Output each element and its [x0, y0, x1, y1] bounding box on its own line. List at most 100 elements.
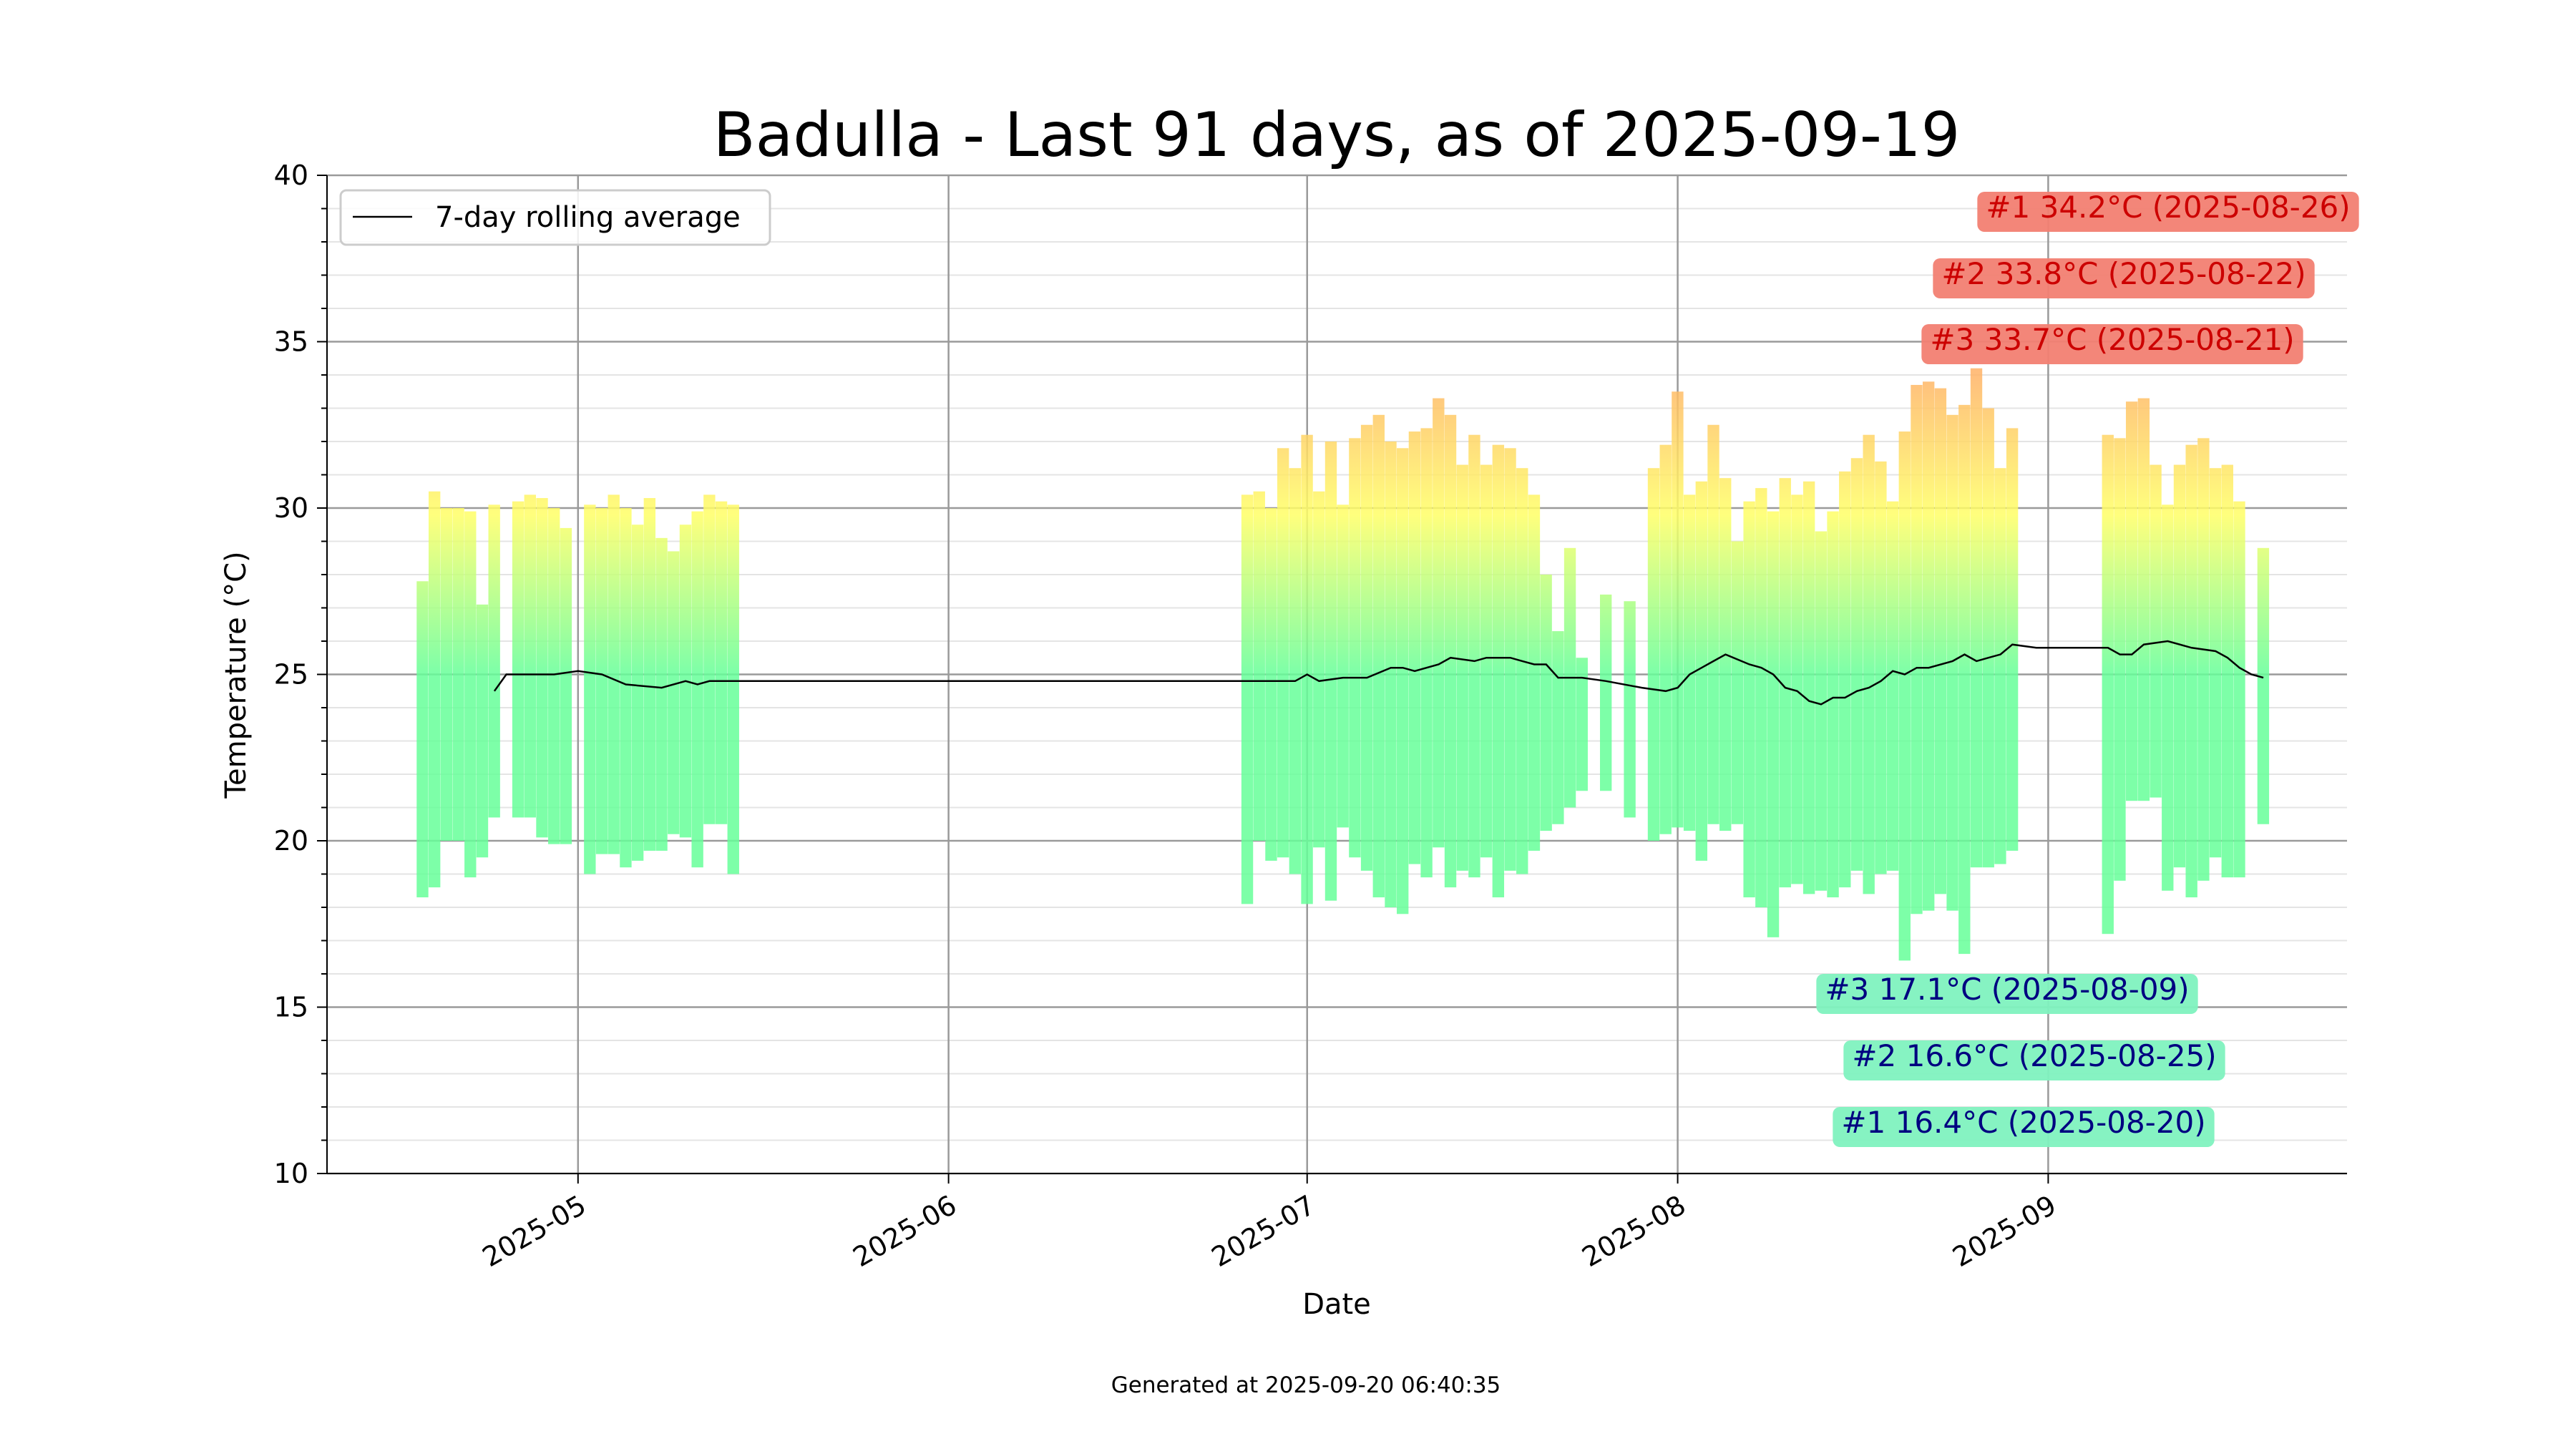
temp-range-bar [1253, 491, 1265, 841]
x-tick-label: 2025-08 [1577, 1189, 1692, 1273]
y-tick-label: 30 [274, 492, 308, 524]
temp-range-bar [2114, 438, 2126, 881]
temp-range-bar [1707, 424, 1719, 824]
temp-range-bar [1324, 441, 1337, 901]
temp-range-bar [2150, 464, 2162, 798]
temp-range-bar [1313, 491, 1325, 848]
temp-range-bar [1408, 431, 1421, 864]
temp-range-bar [488, 504, 500, 818]
temp-range-bar [1958, 404, 1971, 955]
temp-range-bar [1755, 488, 1767, 907]
x-tick-label: 2025-09 [1947, 1189, 2062, 1273]
temp-range-bar [1528, 494, 1541, 851]
max-annotation: #3 33.7°C (2025-08-21) [1921, 322, 2303, 364]
temp-range-bar [1265, 508, 1277, 861]
temp-range-bar [1886, 501, 1899, 871]
y-tick-label: 15 [274, 992, 308, 1023]
min-annotation-box [1816, 974, 2198, 1014]
temp-range-bar [1791, 494, 1803, 884]
temp-range-bar [416, 581, 429, 898]
temp-range-bar [1994, 468, 2006, 864]
max-annotation: #1 34.2°C (2025-08-26) [1977, 190, 2359, 232]
temp-range-bar [2209, 468, 2222, 858]
x-tick-label: 2025-07 [1206, 1189, 1321, 1273]
temp-range-bar [1289, 468, 1302, 874]
temp-range-bar [2162, 504, 2174, 891]
temp-range-bar [1839, 471, 1851, 888]
temp-range-bar [715, 501, 728, 824]
temp-range-bar [428, 491, 441, 888]
max-annotation-box [1933, 258, 2315, 298]
extreme-annotations: #1 34.2°C (2025-08-26) #2 33.8°C (2025-08… [1816, 190, 2359, 1147]
temp-range-bar [595, 508, 608, 854]
temp-range-bar [1863, 434, 1875, 894]
max-annotation-label: #1 34.2°C (2025-08-26) [1986, 190, 2350, 225]
temp-range-bar [584, 504, 596, 874]
temp-range-bar [655, 537, 668, 851]
temp-range-bar [1683, 494, 1696, 831]
temp-range-bar [1946, 414, 1958, 911]
temp-range-bar [1982, 408, 1994, 868]
temp-range-bar [2125, 401, 2138, 801]
y-tick-label: 25 [274, 659, 308, 691]
temp-range-bar [2257, 547, 2270, 824]
temp-range-bar [2006, 428, 2019, 851]
temp-range-bar [1743, 501, 1755, 898]
temp-range-bar [1802, 481, 1815, 894]
max-annotation-label: #2 33.8°C (2025-08-22) [1941, 256, 2306, 291]
temp-range-bar [727, 504, 739, 874]
min-annotation-label: #3 17.1°C (2025-08-09) [1825, 972, 2189, 1007]
temp-range-bar [1898, 431, 1911, 961]
temp-range-bar [1360, 424, 1373, 871]
temp-range-bar [1779, 478, 1791, 888]
temp-range-bar [440, 508, 453, 841]
temp-range-bar [691, 511, 703, 868]
min-annotation-box [1843, 1040, 2225, 1080]
temp-range-bar [1492, 444, 1505, 898]
temp-range-bar [2173, 464, 2186, 868]
temp-range-bar [1433, 398, 1445, 848]
temp-range-bar [2137, 398, 2150, 801]
y-axis-title: Temperature (°C) [220, 551, 253, 799]
temp-range-bar [1647, 468, 1660, 841]
temp-range-bar [1301, 434, 1313, 904]
min-annotation-label: #2 16.6°C (2025-08-25) [1852, 1038, 2216, 1073]
min-annotation-label: #1 16.4°C (2025-08-20) [1841, 1105, 2205, 1140]
temp-range-bar [452, 508, 464, 841]
max-annotation-box [1977, 192, 2359, 232]
temp-range-bar [1767, 511, 1780, 937]
temp-range-bar [643, 498, 656, 851]
min-annotation: #3 17.1°C (2025-08-09) [1816, 972, 2198, 1014]
temp-range-bar [1241, 494, 1254, 904]
legend-label: 7-day rolling average [435, 201, 741, 234]
temp-range-bar [548, 508, 560, 844]
temp-range-bar [1516, 468, 1528, 874]
x-tick-label: 2025-06 [848, 1189, 962, 1273]
temp-range-bar [464, 511, 477, 878]
temp-range-bar [620, 508, 632, 868]
temp-range-bar [1970, 368, 1983, 868]
temp-range-bar [1456, 464, 1468, 871]
min-annotation: #2 16.6°C (2025-08-25) [1843, 1038, 2225, 1080]
y-tick-label: 10 [274, 1158, 308, 1189]
temp-range-bar [1468, 434, 1480, 878]
min-annotation-box [1833, 1107, 2215, 1147]
x-tick-label: 2025-05 [477, 1189, 592, 1273]
rolling-average-layer [493, 640, 2264, 706]
temp-range-bar [1552, 631, 1564, 824]
temp-range-bar [1480, 464, 1493, 858]
temp-range-bar [1599, 594, 1612, 791]
max-annotation: #2 33.8°C (2025-08-22) [1933, 256, 2315, 298]
temp-range-bar [631, 525, 644, 861]
temp-range-bar [1385, 441, 1397, 907]
temp-range-bar [1372, 414, 1385, 898]
temp-range-bar [1624, 601, 1636, 818]
temp-range-bar [608, 494, 620, 854]
temp-range-bar [2233, 501, 2245, 878]
y-tick-label: 35 [274, 326, 308, 358]
temp-range-bar [1444, 414, 1457, 888]
temp-range-bar [2221, 464, 2233, 878]
temp-range-bar [1420, 428, 1433, 878]
max-annotation-box [1921, 324, 2303, 364]
temp-range-bar [560, 527, 572, 844]
